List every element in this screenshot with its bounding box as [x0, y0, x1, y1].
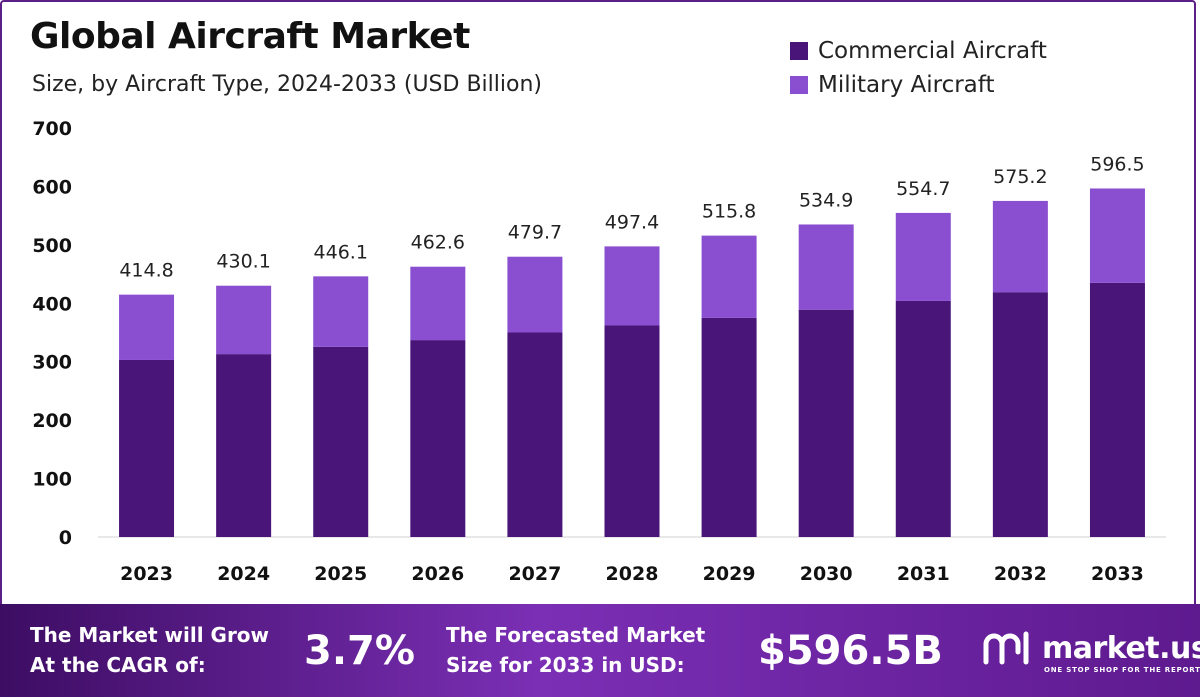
x-tick-label: 2029 [703, 563, 756, 585]
bar-commercial [1089, 282, 1145, 537]
forecast-label-line1: The Forecasted Market [446, 623, 706, 647]
chart-subtitle: Size, by Aircraft Type, 2024-2033 (USD B… [32, 72, 542, 97]
bar-commercial [119, 359, 175, 537]
bar-military [701, 235, 757, 318]
bar-chart: 0 100 200 300 400 500 600 700 414.8 2023 430.1 2024… [32, 118, 1166, 585]
bar-military [1089, 188, 1145, 283]
x-tick-label: 2032 [994, 563, 1047, 585]
bar-commercial [604, 325, 660, 537]
chart-title: Global Aircraft Market [30, 16, 470, 57]
bar-military [798, 224, 854, 310]
data-label-total: 430.1 [216, 251, 270, 273]
footer-banner: The Market will Grow At the CAGR of: 3.7… [0, 604, 1200, 697]
forecast-value: $596.5B [758, 628, 943, 674]
cagr-label: The Market will Grow At the CAGR of: [30, 620, 269, 680]
data-label-total: 462.6 [411, 232, 465, 254]
legend-swatch-military [790, 76, 808, 94]
cagr-value: 3.7% [304, 628, 415, 674]
bar-commercial [992, 292, 1048, 537]
y-tick-label: 200 [32, 410, 72, 432]
y-tick-label: 700 [32, 118, 72, 140]
y-tick-label: 400 [32, 293, 72, 315]
bar-military [992, 200, 1048, 293]
x-tick-label: 2030 [800, 563, 853, 585]
bar-military [410, 266, 466, 341]
data-label-total: 497.4 [605, 211, 659, 233]
bar-commercial [216, 354, 272, 537]
data-label-total: 414.8 [119, 260, 173, 282]
y-tick-label: 500 [32, 235, 72, 257]
brand-tagline: ONE STOP SHOP FOR THE REPORTS [1044, 666, 1200, 674]
legend-item-military: Military Aircraft [790, 72, 1047, 98]
cagr-label-line1: The Market will Grow [30, 623, 270, 647]
y-tick-label: 100 [32, 469, 72, 491]
bar-military [604, 246, 660, 326]
legend-label-military: Military Aircraft [818, 72, 995, 98]
bar-military [313, 276, 369, 347]
bar-military [119, 294, 175, 360]
market-us-logo-icon [983, 631, 1029, 665]
brand-name: market.us [1042, 630, 1200, 666]
forecast-label-line2: Size for 2033 in USD: [446, 653, 685, 677]
bar-commercial [895, 300, 951, 537]
y-tick-label: 300 [32, 352, 72, 374]
x-tick-label: 2023 [120, 563, 173, 585]
bar-commercial [701, 317, 757, 537]
legend-item-commercial: Commercial Aircraft [790, 38, 1047, 64]
legend-label-commercial: Commercial Aircraft [818, 38, 1047, 64]
data-label-total: 534.9 [799, 189, 853, 211]
y-tick-label: 0 [59, 527, 72, 549]
bar-military [895, 212, 951, 301]
legend: Commercial Aircraft Military Aircraft [790, 38, 1047, 106]
data-label-total: 554.7 [896, 178, 950, 200]
bar-military [216, 285, 272, 355]
bar-commercial [798, 309, 854, 537]
data-label-total: 479.7 [508, 222, 562, 244]
legend-swatch-commercial [790, 42, 808, 60]
x-tick-label: 2026 [411, 563, 464, 585]
y-tick-label: 600 [32, 176, 72, 198]
x-tick-label: 2033 [1091, 563, 1144, 585]
bar-commercial [410, 340, 466, 537]
bar-commercial [507, 332, 563, 537]
brand-logo: market.us ONE STOP SHOP FOR THE REPORTS [982, 628, 1200, 674]
x-tick-label: 2031 [897, 563, 950, 585]
forecast-label: The Forecasted Market Size for 2033 in U… [446, 620, 705, 680]
x-tick-label: 2028 [606, 563, 659, 585]
cagr-label-line2: At the CAGR of: [30, 653, 206, 677]
x-tick-label: 2025 [314, 563, 367, 585]
x-tick-label: 2027 [508, 563, 561, 585]
x-tick-label: 2024 [217, 563, 270, 585]
bar-commercial [313, 346, 369, 537]
data-label-total: 596.5 [1090, 153, 1144, 175]
data-label-total: 575.2 [993, 166, 1047, 188]
bar-military [507, 256, 563, 333]
data-label-total: 446.1 [314, 241, 368, 263]
data-label-total: 515.8 [702, 201, 756, 223]
